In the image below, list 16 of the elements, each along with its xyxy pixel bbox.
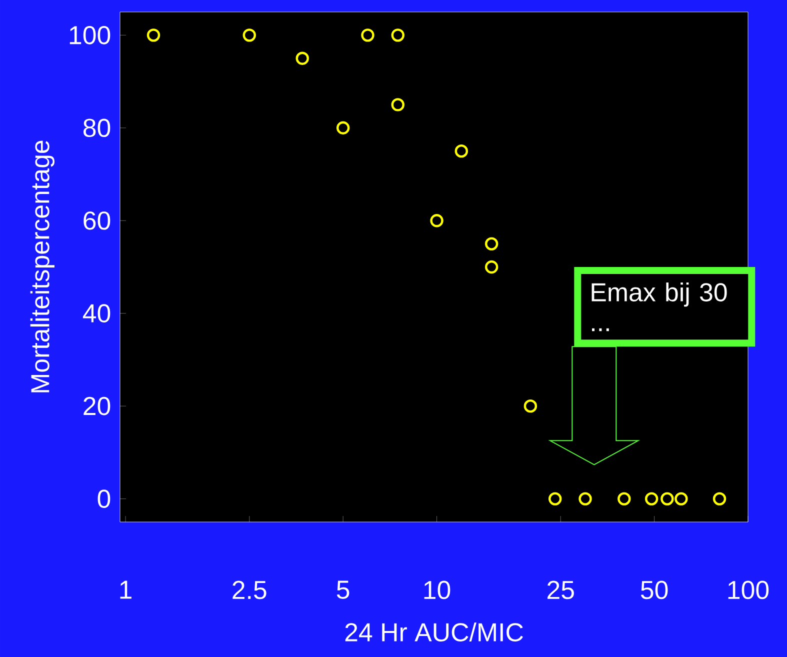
y-axis-title: Mortaliteitspercentage bbox=[30, 140, 54, 392]
y-tick-label: 60 bbox=[84, 211, 110, 230]
x-tick-label: 100 bbox=[728, 580, 769, 600]
x-tick-label: 10 bbox=[424, 580, 450, 600]
x-tick-label: 50 bbox=[640, 580, 668, 600]
y-tick-label: 40 bbox=[82, 304, 110, 323]
y-tick-label: 0 bbox=[98, 490, 110, 508]
annotation: Emax bij 30 ... bbox=[592, 282, 727, 332]
x-axis-title: 24 Hr AUC/MIC bbox=[345, 622, 523, 642]
x-tick-label: 25 bbox=[548, 580, 574, 600]
x-tick-label: 5 bbox=[336, 580, 350, 599]
x-tick-label: 2.5 bbox=[232, 580, 266, 600]
y-tick-label: 100 bbox=[70, 26, 110, 44]
y-tick-label: 80 bbox=[83, 118, 110, 138]
x-tick-label: 1 bbox=[120, 580, 132, 599]
y-tick-label: 20 bbox=[84, 396, 110, 416]
